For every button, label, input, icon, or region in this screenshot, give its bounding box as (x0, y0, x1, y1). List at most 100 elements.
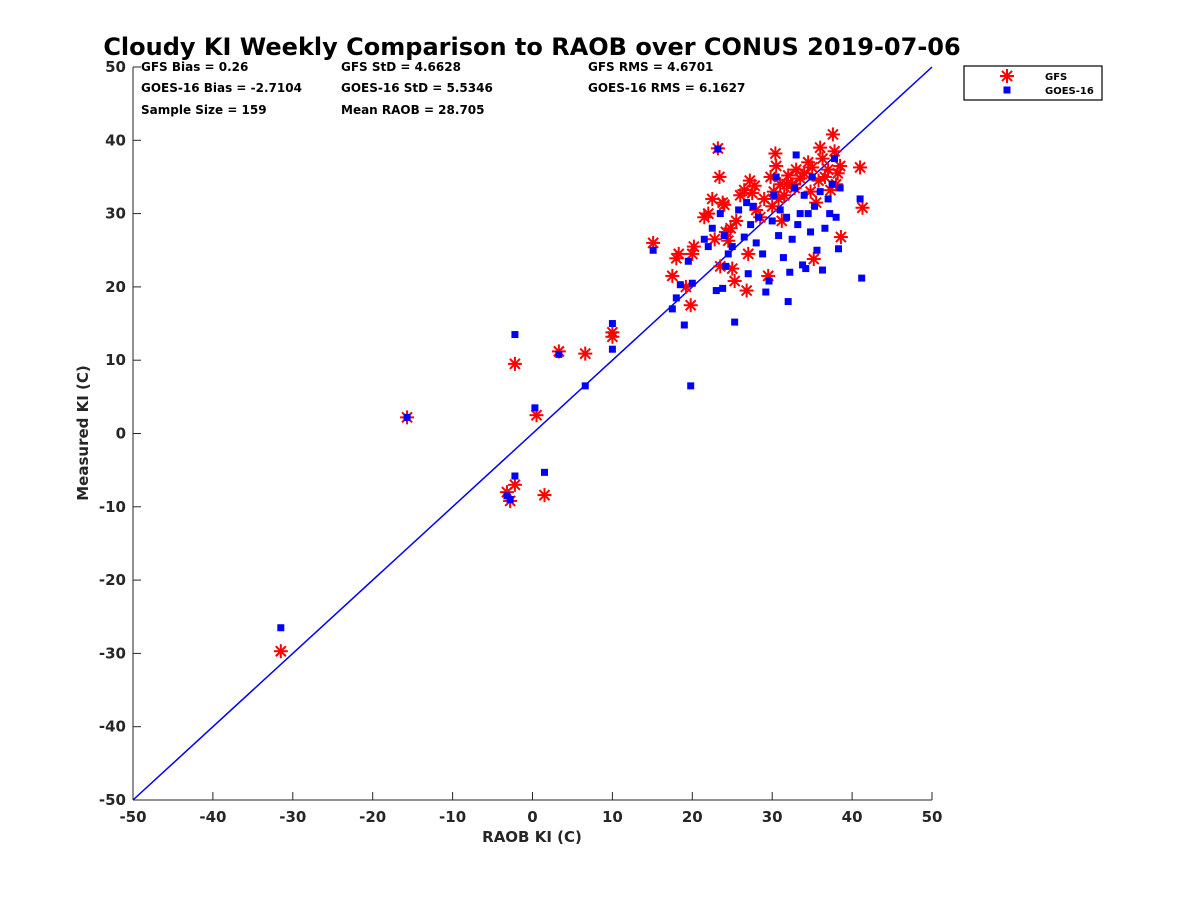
gfs-point (815, 151, 830, 166)
goes16-point (735, 206, 743, 214)
goes16-point (724, 250, 732, 258)
x-tick-label: -40 (199, 808, 226, 826)
goes16-point (531, 404, 539, 412)
stat-text: GFS Bias = 0.26 (141, 60, 248, 74)
goes16-point (749, 202, 757, 210)
legend: GFS GOES-16 (963, 65, 1103, 101)
gfs-point (729, 213, 744, 228)
goes16-point (759, 250, 767, 258)
goes16-point (775, 232, 783, 240)
x-tick-label: 20 (682, 808, 703, 826)
chart-title: Cloudy KI Weekly Comparison to RAOB over… (103, 33, 960, 61)
goes16-point (511, 331, 519, 339)
y-axis-ticks: -50 -40 -30 -20 -10 0 10 20 30 40 50 (99, 58, 141, 809)
gfs-point (768, 146, 783, 161)
goes16-point (779, 254, 787, 262)
gfs-point (273, 644, 288, 659)
goes16-point (768, 217, 776, 225)
y-tick-label: 20 (105, 278, 126, 296)
gfs-point (739, 283, 754, 298)
goes16-point (772, 173, 780, 181)
gfs-point (825, 127, 840, 142)
gfs-point (686, 239, 701, 254)
y-tick-label: 50 (105, 58, 126, 76)
goes16-point (804, 210, 812, 218)
goes16-point (821, 224, 829, 232)
legend-goes16-marker (1003, 86, 1011, 94)
y-tick-label: 40 (105, 131, 126, 149)
goes16-point (770, 191, 778, 199)
goes16-point (744, 270, 752, 278)
stat-text: Sample Size = 159 (141, 103, 267, 117)
goes16-point (687, 382, 695, 390)
y-tick-label: 0 (116, 425, 126, 443)
gfs-point (529, 408, 544, 423)
goes16-point (704, 243, 712, 251)
gfs-point (605, 329, 620, 344)
y-tick-label: -50 (99, 791, 126, 809)
goes16-point (802, 265, 810, 273)
goes16-point (555, 350, 563, 358)
goes16-point (747, 221, 755, 229)
goes16-point (722, 262, 730, 270)
stat-text: GOES-16 StD = 5.5346 (341, 81, 493, 95)
goes16-point (808, 173, 816, 181)
goes16-point (784, 298, 792, 306)
gfs-point (701, 206, 716, 221)
stat-text: GFS StD = 4.6628 (341, 60, 461, 74)
goes16-point (776, 206, 784, 214)
goes16-point (680, 321, 688, 329)
goes16-point (786, 268, 794, 276)
goes16-point (788, 235, 796, 243)
x-tick-label: -50 (119, 808, 146, 826)
one-to-one-line (132, 66, 933, 801)
goes16-point (719, 284, 727, 292)
legend-box (963, 65, 1103, 101)
gfs-point (671, 246, 686, 261)
goes16-point (826, 210, 834, 218)
goes16-point (672, 294, 680, 302)
goes16-point (608, 345, 616, 353)
goes16-point (708, 224, 716, 232)
gfs-point (833, 158, 848, 173)
goes16-point (581, 382, 589, 390)
goes16-point (712, 287, 720, 295)
goes16-point (783, 213, 791, 221)
stats-block: GFS Bias = 0.26 GFS StD = 4.6628 GFS RMS =… (141, 60, 745, 117)
goes16-point (762, 288, 770, 296)
gfs-point (578, 346, 593, 361)
gfs-point (727, 274, 742, 289)
goes16-point (794, 221, 802, 229)
gfs-point (805, 160, 820, 175)
gfs-point (777, 188, 792, 203)
stat-text: Mean RAOB = 28.705 (341, 103, 485, 117)
goes16-point (743, 199, 751, 207)
gfs-point (723, 221, 738, 236)
x-axis-label: RAOB KI (C) (482, 828, 582, 846)
goes16-point (716, 210, 724, 218)
x-tick-label: -10 (439, 808, 466, 826)
legend-gfs-marker (1000, 69, 1014, 83)
goes16-point (799, 261, 807, 269)
y-tick-label: 10 (105, 351, 126, 369)
gfs-point (705, 191, 720, 206)
goes16-point (540, 468, 548, 476)
gfs-point (747, 178, 762, 193)
goes16-point (858, 274, 866, 282)
goes16-point (765, 277, 773, 285)
x-tick-label: -30 (279, 808, 306, 826)
goes16-point (684, 257, 692, 265)
goes16-point (676, 281, 684, 289)
goes16-point (828, 180, 836, 188)
goes16-point (403, 413, 411, 421)
gfs-point (741, 246, 756, 261)
y-tick-label: 30 (105, 205, 126, 223)
goes16-point (811, 202, 819, 210)
goes16-point (277, 624, 285, 632)
goes16-point (608, 320, 616, 328)
x-tick-label: -20 (359, 808, 386, 826)
goes16-point (791, 184, 799, 192)
stat-text: GOES-16 RMS = 6.1627 (588, 81, 745, 95)
gfs-point (853, 160, 868, 175)
